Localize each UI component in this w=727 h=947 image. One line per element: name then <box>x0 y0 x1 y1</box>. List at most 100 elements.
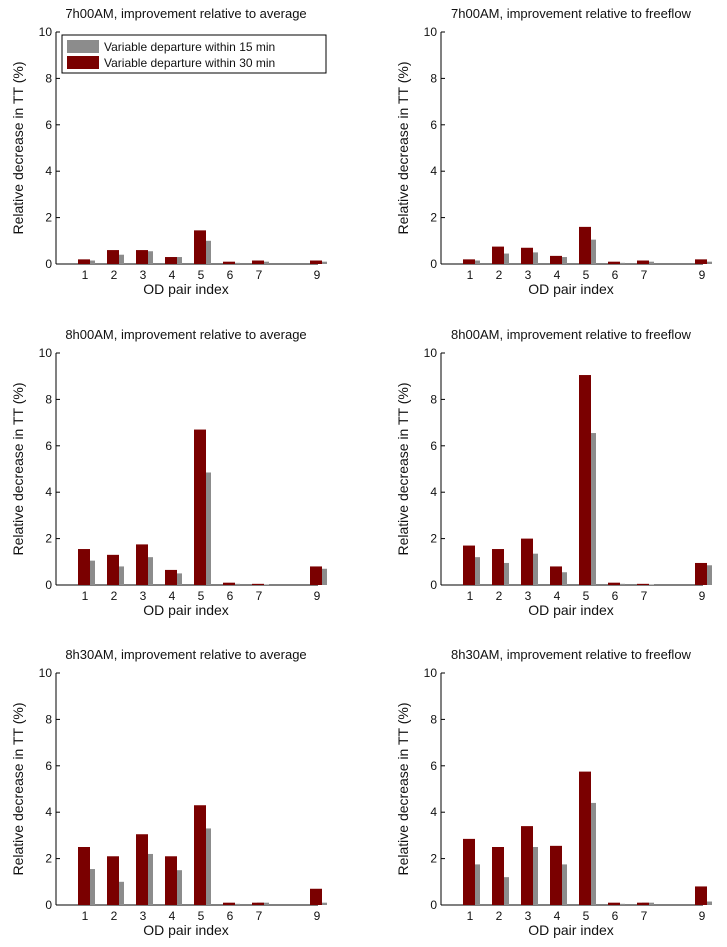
bar-30min <box>78 549 90 585</box>
bar-30min <box>165 856 177 905</box>
chart-title: 7h00AM, improvement relative to average <box>65 6 306 21</box>
bar-30min <box>252 583 264 585</box>
y-tick-label: 6 <box>45 439 52 453</box>
x-tick-label: 4 <box>554 909 561 923</box>
x-tick-label: 1 <box>82 268 89 282</box>
bar-30min <box>310 260 322 264</box>
x-tick-label: 2 <box>111 589 118 603</box>
bar-30min <box>252 260 264 264</box>
x-tick-label: 6 <box>612 589 619 603</box>
bar-30min <box>492 847 504 905</box>
chart-title: 8h30AM, improvement relative to average <box>65 647 306 662</box>
x-tick-label: 3 <box>525 589 532 603</box>
x-tick-label: 9 <box>314 589 321 603</box>
x-tick-label: 1 <box>467 909 474 923</box>
bar-30min <box>165 569 177 585</box>
y-tick-label: 10 <box>39 346 53 360</box>
y-axis-label: Relative decrease in TT (%) <box>10 703 26 876</box>
bar-30min <box>550 255 562 264</box>
bar-30min <box>136 544 148 585</box>
chart-panel-6: 8h30AM, improvement relative to freeflow… <box>395 647 712 938</box>
bar-30min <box>136 834 148 905</box>
legend-label-15min: Variable departure within 15 min <box>104 40 275 54</box>
y-tick-label: 0 <box>45 257 52 271</box>
x-tick-label: 7 <box>256 909 263 923</box>
legend-swatch-15min <box>67 40 99 53</box>
bar-30min <box>252 902 264 905</box>
bar-30min <box>107 554 119 585</box>
y-tick-label: 8 <box>430 392 437 406</box>
x-tick-label: 3 <box>525 909 532 923</box>
y-tick-label: 0 <box>430 257 437 271</box>
y-axis-label: Relative decrease in TT (%) <box>395 62 411 235</box>
legend-box <box>61 34 327 74</box>
x-tick-label: 6 <box>612 268 619 282</box>
x-tick-label: 5 <box>198 268 205 282</box>
bar-30min <box>310 888 322 905</box>
x-tick-label: 3 <box>525 268 532 282</box>
y-tick-label: 6 <box>430 439 437 453</box>
y-tick-label: 2 <box>45 852 52 866</box>
bar-30min <box>521 826 533 905</box>
y-axis-label: Relative decrease in TT (%) <box>395 703 411 876</box>
bar-30min <box>492 246 504 264</box>
chart-title: 8h00AM, improvement relative to average <box>65 327 306 342</box>
y-tick-label: 0 <box>45 578 52 592</box>
x-tick-label: 7 <box>641 909 648 923</box>
x-tick-label: 5 <box>583 589 590 603</box>
bar-30min <box>78 847 90 905</box>
y-tick-label: 4 <box>430 164 437 178</box>
chart-panel-2: 7h00AM, improvement relative to freeflow… <box>395 6 712 297</box>
x-tick-label: 1 <box>467 268 474 282</box>
bar-30min <box>637 260 649 264</box>
bar-30min <box>463 838 475 905</box>
legend: Variable departure within 15 min Variable… <box>61 34 327 74</box>
y-tick-label: 2 <box>45 211 52 225</box>
x-tick-label: 9 <box>699 268 706 282</box>
x-tick-label: 1 <box>82 909 89 923</box>
y-tick-label: 0 <box>45 898 52 912</box>
bar-30min <box>695 886 707 905</box>
bar-30min <box>107 250 119 264</box>
bar-30min <box>223 261 235 264</box>
x-tick-label: 4 <box>169 909 176 923</box>
y-tick-label: 6 <box>45 118 52 132</box>
x-tick-label: 7 <box>641 589 648 603</box>
x-tick-label: 3 <box>140 909 147 923</box>
x-tick-label: 6 <box>227 909 234 923</box>
y-axis-label: Relative decrease in TT (%) <box>395 383 411 556</box>
x-axis-label: OD pair index <box>143 602 229 618</box>
x-tick-label: 5 <box>583 909 590 923</box>
bar-30min <box>579 771 591 905</box>
y-tick-label: 8 <box>430 712 437 726</box>
chart-panel-3: 8h00AM, improvement relative to average 0… <box>10 327 327 618</box>
y-tick-label: 6 <box>430 759 437 773</box>
bar-30min <box>579 226 591 264</box>
x-tick-label: 7 <box>256 268 263 282</box>
y-tick-label: 6 <box>430 118 437 132</box>
y-tick-label: 8 <box>45 392 52 406</box>
x-tick-label: 4 <box>169 268 176 282</box>
bar-30min <box>310 566 322 585</box>
chart-title: 8h00AM, improvement relative to freeflow <box>451 327 691 342</box>
x-tick-label: 2 <box>496 589 503 603</box>
x-tick-label: 9 <box>699 909 706 923</box>
x-axis-label: OD pair index <box>143 281 229 297</box>
x-tick-label: 4 <box>554 589 561 603</box>
chart-title: 8h30AM, improvement relative to freeflow <box>451 647 691 662</box>
bar-30min <box>608 582 620 585</box>
y-tick-label: 2 <box>430 852 437 866</box>
x-tick-label: 5 <box>583 268 590 282</box>
y-tick-label: 4 <box>45 485 52 499</box>
bar-30min <box>107 856 119 905</box>
chart-panel-1: 7h00AM, improvement relative to average 0… <box>10 6 327 297</box>
chart-panel-5: 8h30AM, improvement relative to average 0… <box>10 647 327 938</box>
x-tick-label: 2 <box>496 268 503 282</box>
legend-swatch-30min <box>67 56 99 69</box>
chart-panel-4: 8h00AM, improvement relative to freeflow… <box>395 327 712 618</box>
x-tick-label: 1 <box>82 589 89 603</box>
bar-30min <box>521 538 533 585</box>
bar-30min <box>463 259 475 264</box>
y-tick-label: 8 <box>45 71 52 85</box>
